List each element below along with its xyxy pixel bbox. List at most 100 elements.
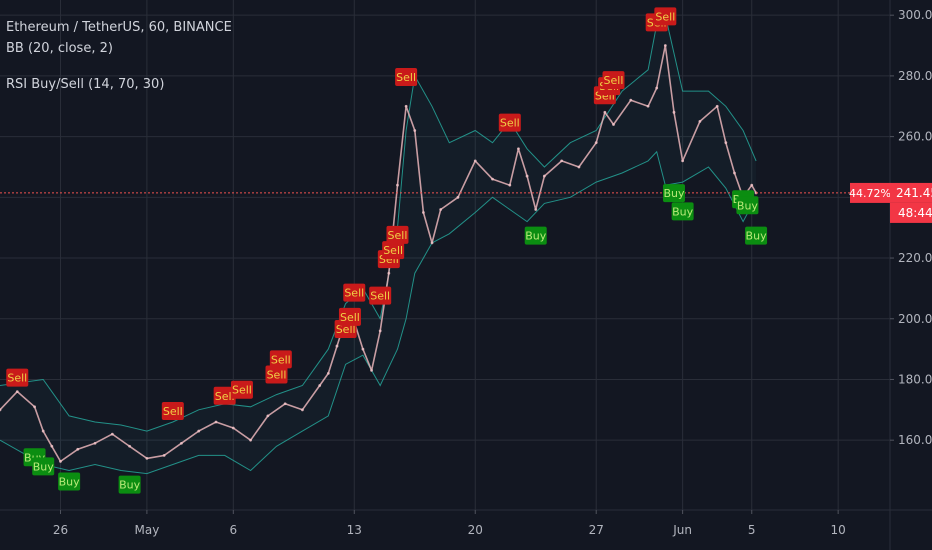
symbol-title[interactable]: Ethereum / TetherUS, 60, BINANCE: [6, 20, 232, 35]
price-point: [162, 453, 166, 457]
time-tick-label: 6: [229, 523, 237, 537]
price-tick-label: 220.00: [898, 251, 932, 265]
price-point: [404, 104, 408, 108]
sell-box: [213, 386, 236, 405]
sell-signal: Sell: [213, 386, 236, 405]
price-point: [110, 432, 114, 436]
price-point: [50, 444, 54, 448]
time-tick-label: 20: [468, 523, 483, 537]
sell-box: [6, 368, 29, 387]
sell-label: Sell: [7, 372, 27, 385]
sell-box: [338, 307, 361, 326]
price-point: [750, 183, 754, 187]
price-point: [197, 429, 201, 433]
countdown-tag-label: 48:44: [898, 206, 932, 220]
sell-signal: Sell: [369, 286, 392, 305]
sell-label: Sell: [232, 384, 252, 397]
sell-label: Sell: [500, 117, 520, 130]
sell-label: Sell: [340, 311, 360, 324]
buy-box: [671, 202, 694, 221]
buy-label: Buy: [33, 460, 55, 473]
sell-signal: Sell: [654, 7, 677, 26]
price-tick-label: 280.00: [898, 69, 932, 83]
sell-box: [654, 7, 677, 26]
countdown-tag: [890, 202, 932, 223]
sell-box: [602, 71, 625, 90]
time-tick-label: 5: [748, 523, 756, 537]
sell-label: Sell: [163, 405, 183, 418]
sell-box: [395, 68, 418, 87]
sell-label: Sell: [370, 290, 390, 303]
last-price-tag: [890, 182, 932, 203]
price-point: [59, 460, 62, 463]
price-point: [594, 141, 598, 145]
price-point: [681, 159, 685, 163]
buy-label: Buy: [59, 476, 81, 489]
price-point: [249, 438, 252, 442]
price-point: [672, 110, 676, 114]
buy-signal: Buy: [524, 226, 547, 245]
price-point: [76, 447, 80, 451]
rsi-indicator-label[interactable]: RSI Buy/Sell (14, 70, 30): [6, 77, 165, 92]
sell-box: [386, 225, 409, 244]
buy-label: Buy: [663, 187, 685, 200]
sell-label: Sell: [267, 369, 287, 382]
price-point: [266, 414, 270, 418]
signal-labels: SellBuyBuyBuyBuySellSellSellSellSellSell…: [6, 7, 768, 494]
percent-tag-label: 44.72%: [849, 187, 891, 200]
time-tick-label: Jun: [672, 523, 692, 537]
bb-indicator-label[interactable]: BB (20, close, 2): [6, 41, 113, 56]
sell-signal: Sell: [382, 241, 405, 260]
price-point: [577, 165, 581, 169]
price-tick-label: 300.00: [898, 8, 932, 22]
buy-box: [736, 196, 759, 215]
buy-signal: Buy: [32, 457, 55, 476]
price-point: [534, 208, 538, 211]
price-point: [508, 183, 512, 187]
price-point: [93, 441, 97, 445]
price-point: [525, 174, 529, 178]
price-point: [128, 444, 132, 448]
buy-label: Buy: [119, 479, 141, 492]
price-point: [724, 141, 728, 145]
buy-signal: Buy: [662, 184, 685, 203]
price-point: [473, 159, 477, 163]
price-point: [430, 241, 434, 245]
buy-box: [745, 226, 768, 245]
price-point: [663, 44, 667, 47]
sell-signal: Sell: [6, 368, 29, 387]
sell-label: Sell: [396, 71, 416, 84]
price-point: [145, 456, 149, 460]
price-point: [560, 159, 564, 163]
buy-signal: Buy: [671, 202, 694, 221]
sell-box: [369, 286, 392, 305]
price-point: [491, 177, 494, 181]
time-tick-label: May: [134, 523, 159, 537]
price-point: [715, 104, 719, 108]
price-point: [698, 120, 702, 123]
price-point: [456, 195, 460, 199]
price-point: [318, 384, 322, 387]
time-tick-label: 27: [589, 523, 604, 537]
sell-label: Sell: [271, 353, 291, 366]
price-point: [421, 211, 425, 214]
time-tick-label: 26: [53, 523, 68, 537]
price-tick-label: 200.00: [898, 312, 932, 326]
buy-label: Buy: [746, 230, 768, 243]
sell-signal: Sell: [602, 71, 625, 90]
buy-label: Buy: [737, 199, 759, 212]
price-point: [231, 426, 235, 430]
sell-signal: Sell: [498, 113, 521, 132]
price-point: [378, 329, 382, 333]
buy-box: [662, 184, 685, 203]
sell-label: Sell: [336, 323, 356, 336]
price-point: [214, 420, 218, 424]
sell-label: Sell: [215, 390, 235, 403]
price-tags: 44.72% 241.45 48:44: [849, 182, 932, 223]
sell-signal: Sell: [161, 401, 184, 420]
price-point: [542, 174, 546, 178]
sell-signal: Sell: [395, 68, 418, 87]
sell-signal: Sell: [269, 350, 292, 369]
